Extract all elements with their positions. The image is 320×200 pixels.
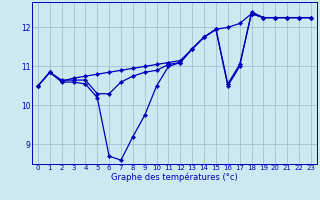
X-axis label: Graphe des températures (°c): Graphe des températures (°c)	[111, 173, 238, 182]
